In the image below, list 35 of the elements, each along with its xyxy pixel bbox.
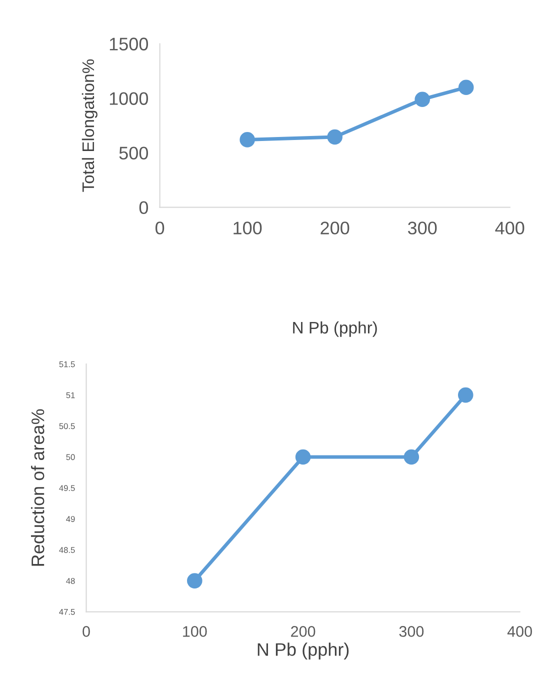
- y-tick-label: 51.5: [59, 361, 75, 368]
- y-tick-label: 49.5: [59, 485, 75, 492]
- x-tick-label: 300: [399, 626, 424, 637]
- x-tick-label: 400: [507, 626, 532, 637]
- y-tick-label: 50: [66, 454, 75, 460]
- x-tick-label: 300: [408, 222, 437, 234]
- y-tick-label: 500: [119, 146, 148, 160]
- y-tick-label: 0: [139, 201, 148, 214]
- point: [327, 129, 342, 145]
- x-axis-title: N Pb (pphr): [293, 321, 377, 337]
- point: [458, 80, 474, 95]
- point: [295, 449, 311, 465]
- x-axis-title: N Pb (pphr): [258, 642, 349, 660]
- y-tick-label: 51: [66, 392, 75, 398]
- x-tick-label: 400: [495, 222, 524, 234]
- point: [458, 387, 474, 403]
- y-tick-label: 49: [66, 516, 75, 522]
- y-tick-label: 1500: [110, 38, 148, 50]
- point: [414, 92, 430, 107]
- y-axis-title: Reduction of area%: [30, 409, 44, 566]
- y-tick-label: 47.5: [59, 609, 75, 615]
- y-tick-label: 50.5: [59, 423, 75, 430]
- point: [240, 132, 255, 148]
- y-tick-label: 48.5: [59, 547, 75, 553]
- x-tick-label: 100: [234, 222, 262, 234]
- y-tick-label: 48: [66, 578, 75, 584]
- point: [404, 449, 420, 465]
- x-tick-label: 200: [320, 222, 350, 234]
- x-tick-label: 200: [291, 626, 316, 637]
- y-axis-title: Total Elongation%: [82, 59, 98, 192]
- x-tick-label: 0: [156, 222, 164, 234]
- point: [187, 573, 202, 588]
- y-tick-label: 1000: [110, 92, 148, 105]
- x-tick-label: 100: [183, 626, 207, 637]
- x-tick-label: 0: [82, 626, 90, 637]
